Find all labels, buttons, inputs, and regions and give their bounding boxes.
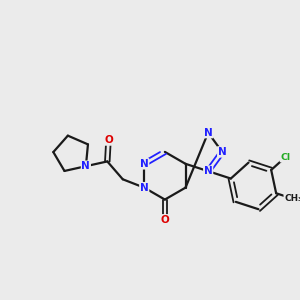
Text: O: O (104, 135, 113, 145)
Text: N: N (82, 161, 90, 171)
Text: N: N (204, 128, 212, 138)
Text: Cl: Cl (280, 153, 290, 162)
Text: O: O (160, 215, 169, 225)
Text: N: N (218, 147, 226, 157)
Text: N: N (204, 166, 212, 176)
Text: N: N (140, 159, 148, 169)
Text: CH₃: CH₃ (284, 194, 300, 203)
Text: N: N (140, 183, 148, 193)
